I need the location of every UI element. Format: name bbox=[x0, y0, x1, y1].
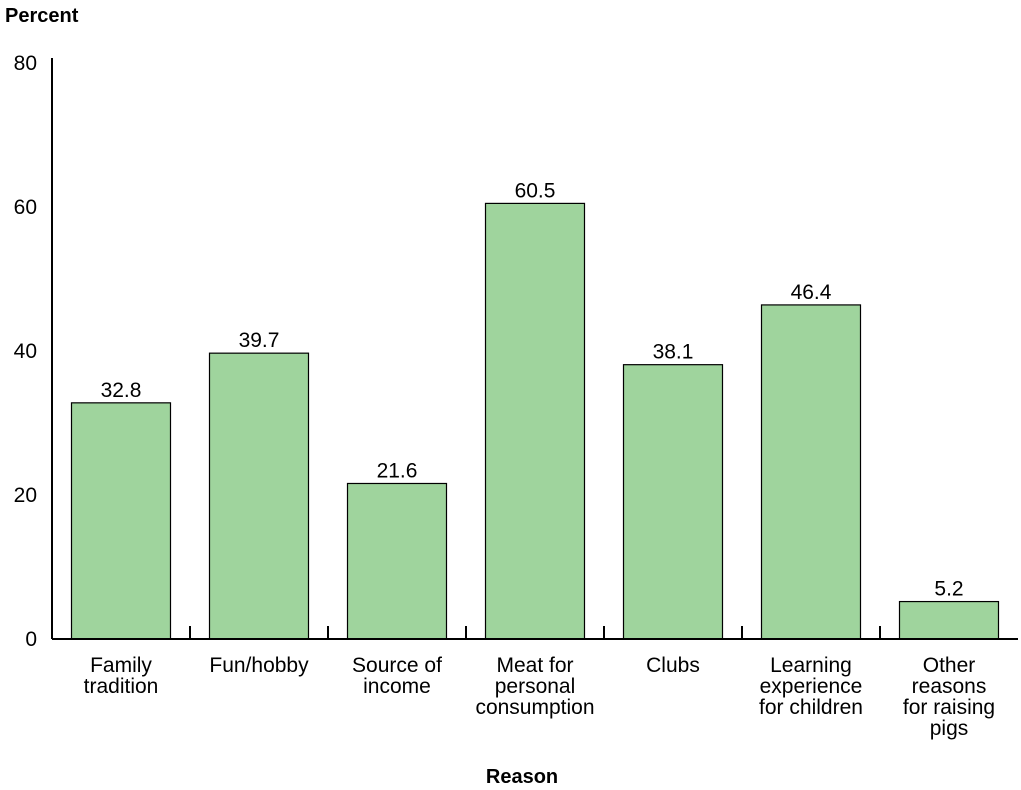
category-label: Clubs bbox=[646, 654, 700, 677]
y-tick-label: 40 bbox=[14, 340, 37, 363]
y-axis-title: Percent bbox=[5, 5, 79, 27]
category-label: Source of income bbox=[352, 654, 442, 698]
y-axis: 0 20 40 60 80 bbox=[14, 52, 53, 651]
y-tick-label: 0 bbox=[25, 628, 37, 651]
bar bbox=[484, 202, 586, 640]
category-label: Fun/hobby bbox=[209, 654, 309, 677]
bar bbox=[70, 402, 172, 640]
bar-value-label: 60.5 bbox=[515, 179, 556, 202]
bar-value-label: 5.2 bbox=[934, 578, 963, 601]
category-label: Family tradition bbox=[84, 654, 159, 698]
x-axis: Family tradition Fun/hobby Source of income M… bbox=[52, 626, 1018, 740]
bar-value-label: 32.8 bbox=[101, 379, 142, 402]
bar-value-label: 39.7 bbox=[239, 329, 280, 352]
bar-value-label: 21.6 bbox=[377, 459, 418, 482]
bar bbox=[346, 482, 448, 640]
category-label: Meat for personal consumption bbox=[475, 654, 594, 719]
bar bbox=[208, 352, 310, 640]
category-label: Other reasons for raising pigs bbox=[903, 654, 995, 740]
bar-value-label: 38.1 bbox=[653, 341, 694, 364]
bar-value-label: 46.4 bbox=[791, 281, 832, 304]
y-tick-label: 60 bbox=[14, 196, 37, 219]
x-axis-title: Reason bbox=[486, 766, 558, 788]
bars: 32.8 39.7 21.6 60.5 38.1 46.4 5.2 bbox=[70, 179, 1000, 640]
bar bbox=[622, 364, 724, 640]
category-label: Learning experience for children bbox=[759, 654, 863, 719]
bar bbox=[898, 600, 1000, 640]
bar bbox=[760, 304, 862, 640]
y-tick-label: 20 bbox=[14, 484, 37, 507]
y-tick-label: 80 bbox=[14, 52, 37, 75]
